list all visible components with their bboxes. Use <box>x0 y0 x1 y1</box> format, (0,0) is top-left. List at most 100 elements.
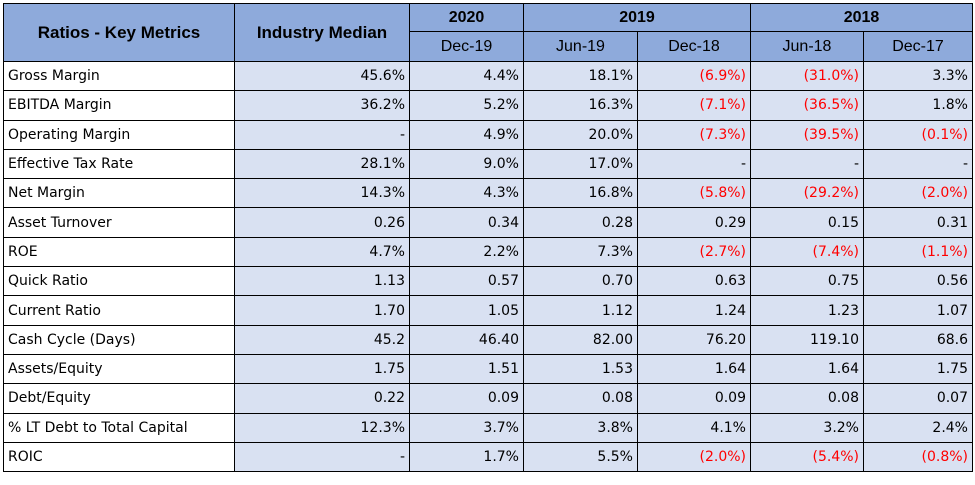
value-cell: - <box>637 148 751 180</box>
table-row: Cash Cycle (Days) 45.2 46.40 82.00 76.20 119.… <box>3 324 973 355</box>
value-cell: 4.4% <box>409 60 524 92</box>
table-row: EBITDA Margin 36.2% 5.2% 16.3% (7.1%) (36.5%)… <box>3 90 973 121</box>
value-cell: (31.0%) <box>750 60 864 92</box>
value-cell: 1.64 <box>637 353 751 385</box>
value-cell: 4.1% <box>637 412 751 443</box>
value-cell: 3.7% <box>409 412 524 443</box>
value-cell: 1.75 <box>863 353 973 385</box>
header-period: Dec-19 <box>409 31 524 62</box>
row-label: Operating Margin <box>3 119 235 150</box>
value-cell: (7.3%) <box>637 119 751 150</box>
row-label: Gross Margin <box>3 60 235 92</box>
row-label: ROIC <box>3 441 235 473</box>
value-cell: 0.63 <box>637 266 751 297</box>
row-label: % LT Debt to Total Capital <box>3 412 235 443</box>
value-cell: (7.1%) <box>637 90 751 121</box>
value-cell: 0.70 <box>523 266 638 297</box>
row-label: ROE <box>3 236 235 268</box>
value-cell: 5.2% <box>409 90 524 121</box>
table-row: ROIC -1.7% 5.5% (2.0%) (5.4%) (0.8%) <box>3 441 973 473</box>
row-label: Asset Turnover <box>3 207 235 238</box>
row-label: Debt/Equity <box>3 383 235 414</box>
value-cell: 0.08 <box>750 383 864 414</box>
value-cell: 0.56 <box>863 266 973 297</box>
value-cell: (2.0%) <box>863 178 973 209</box>
value-cell: 9.0% <box>409 148 524 180</box>
value-cell: 1.53 <box>523 353 638 385</box>
value-cell: (5.4%) <box>750 441 864 473</box>
value-cell: 1.13 <box>234 266 410 297</box>
value-cell: 1.7% <box>409 441 524 473</box>
value-cell: 1.12 <box>523 295 638 326</box>
value-cell: 1.75 <box>234 353 410 385</box>
table-row: Debt/Equity 0.22 0.09 0.08 0.09 0.08 0.07 <box>3 383 973 414</box>
value-cell: 0.31 <box>863 207 973 238</box>
value-cell: 5.5% <box>523 441 638 473</box>
value-cell: 7.3% <box>523 236 638 268</box>
value-cell: (7.4%) <box>750 236 864 268</box>
value-cell: 1.64 <box>750 353 864 385</box>
value-cell: (2.0%) <box>637 441 751 473</box>
value-cell: - <box>750 148 864 180</box>
value-cell: 0.09 <box>637 383 751 414</box>
row-label: Cash Cycle (Days) <box>3 324 235 355</box>
value-cell: 14.3% <box>234 178 410 209</box>
value-cell: (1.1%) <box>863 236 973 268</box>
table-row: Effective Tax Rate 28.1% 9.0% 17.0% - - - <box>3 148 973 180</box>
value-cell: (0.8%) <box>863 441 973 473</box>
value-cell: - <box>234 119 410 150</box>
value-cell: (0.1%) <box>863 119 973 150</box>
value-cell: 45.2 <box>234 324 410 355</box>
value-cell: - <box>863 148 973 180</box>
row-label: Assets/Equity <box>3 353 235 385</box>
value-cell: 82.00 <box>523 324 638 355</box>
header-row-periods: Dec-19 Jun-19 Dec-18 Jun-18 Dec-17 <box>4 31 973 62</box>
value-cell: 1.8% <box>863 90 973 121</box>
value-cell: (5.8%) <box>637 178 751 209</box>
table-row: % LT Debt to Total Capital 12.3% 3.7% 3.8% 4… <box>3 412 973 443</box>
value-cell: 0.29 <box>637 207 751 238</box>
row-label: Quick Ratio <box>3 266 235 297</box>
header-industry-median: Industry Median <box>234 3 410 62</box>
value-cell: 20.0% <box>523 119 638 150</box>
value-cell: 0.57 <box>409 266 524 297</box>
table-row: Operating Margin -4.9% 20.0% (7.3%) (39.5%)(… <box>3 119 973 150</box>
value-cell: 1.24 <box>637 295 751 326</box>
table-row: Current Ratio 1.70 1.05 1.12 1.24 1.23 1.07 <box>3 295 973 326</box>
value-cell: 0.75 <box>750 266 864 297</box>
value-cell: 76.20 <box>637 324 751 355</box>
value-cell: 68.6 <box>863 324 973 355</box>
header-row-years: Ratios - Key Metrics Industry Median 202… <box>3 3 973 62</box>
value-cell: 0.34 <box>409 207 524 238</box>
table-row: Asset Turnover 0.26 0.34 0.28 0.29 0.15 0.31 <box>3 207 973 238</box>
value-cell: 0.22 <box>234 383 410 414</box>
value-cell: 12.3% <box>234 412 410 443</box>
header-period: Jun-19 <box>523 31 638 62</box>
header-metric: Ratios - Key Metrics <box>3 3 235 62</box>
value-cell: 4.3% <box>409 178 524 209</box>
row-label: EBITDA Margin <box>3 90 235 121</box>
value-cell: 3.2% <box>750 412 864 443</box>
table-row: Assets/Equity 1.75 1.51 1.53 1.64 1.64 1.75 <box>3 353 973 385</box>
key-metrics-table: Ratios - Key Metrics Industry Median 202… <box>3 3 973 473</box>
value-cell: 0.07 <box>863 383 973 414</box>
value-cell: 2.2% <box>409 236 524 268</box>
value-cell: 1.07 <box>863 295 973 326</box>
value-cell: 3.3% <box>863 60 973 92</box>
value-cell: 2.4% <box>863 412 973 443</box>
header-period: Dec-18 <box>637 31 751 62</box>
table-row: Quick Ratio 1.13 0.57 0.70 0.63 0.75 0.56 <box>3 266 973 297</box>
row-label: Net Margin <box>3 178 235 209</box>
table-body: Gross Margin 45.6% 4.4% 18.1% (6.9%) (31.0%) 3… <box>3 60 973 473</box>
value-cell: - <box>234 441 410 473</box>
table-row: ROE 4.7% 2.2% 7.3% (2.7%) (7.4%) (1.1%) <box>3 236 973 268</box>
header-year-2020: 2020 <box>409 3 524 32</box>
header-year-2018: 2018 <box>750 3 973 32</box>
header-period: Dec-17 <box>863 31 973 62</box>
value-cell: 16.8% <box>523 178 638 209</box>
value-cell: 0.26 <box>234 207 410 238</box>
value-cell: 1.51 <box>409 353 524 385</box>
value-cell: 18.1% <box>523 60 638 92</box>
value-cell: 1.05 <box>409 295 524 326</box>
value-cell: 0.15 <box>750 207 864 238</box>
